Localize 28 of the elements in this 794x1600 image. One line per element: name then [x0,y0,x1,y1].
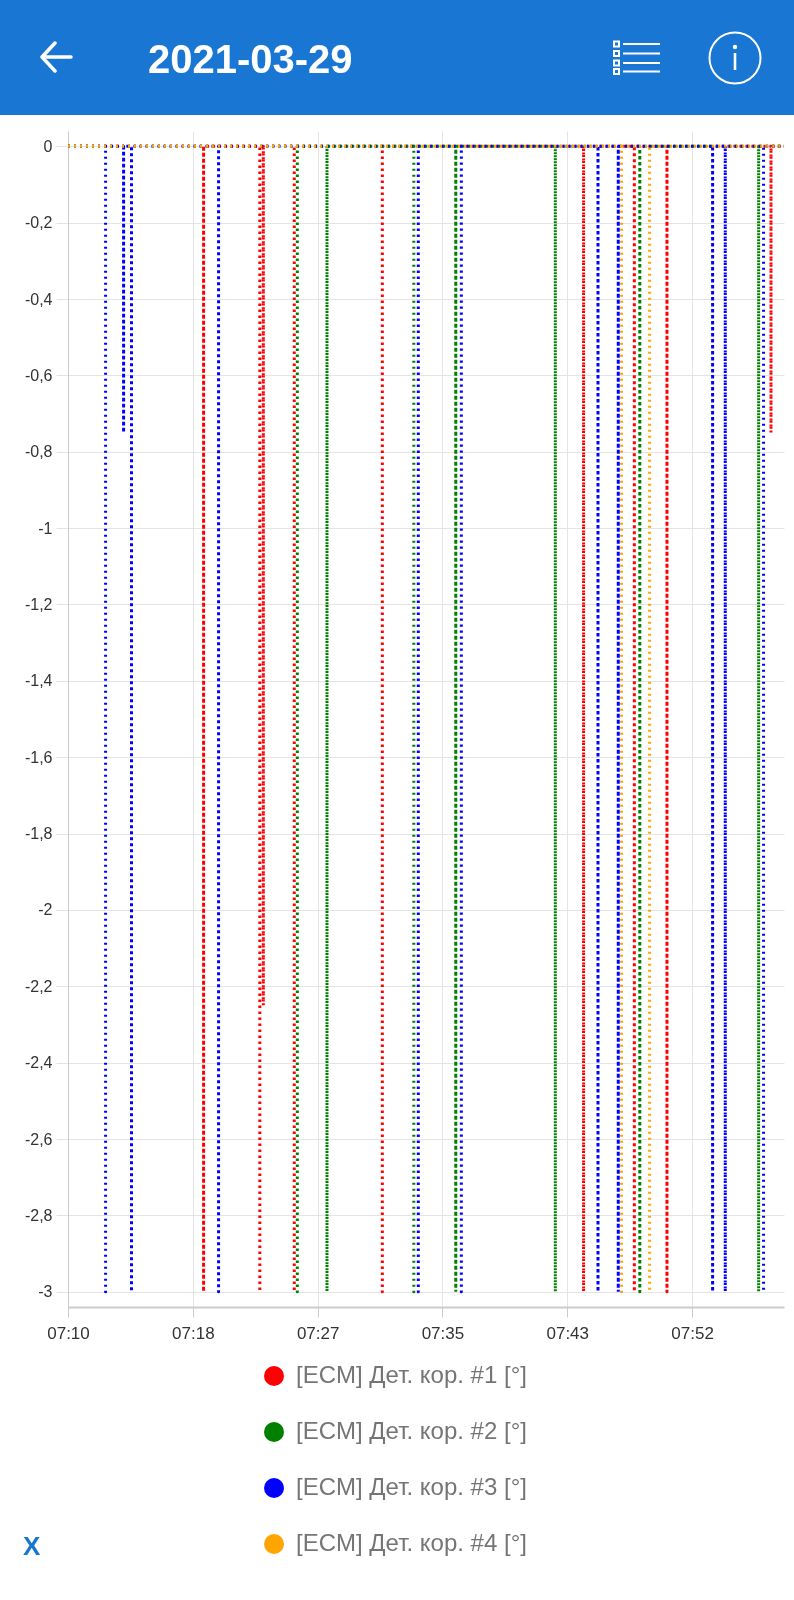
y-tick-label: -0,8 [24,443,53,461]
y-tick-label: -0,4 [24,290,53,308]
legend-label: [ECM] Дет. кор. #1 [°] [296,1361,527,1388]
y-tick-label: -0,2 [24,214,53,232]
x-tick-label: 07:35 [421,1323,465,1343]
y-tick-label: -0,6 [24,366,53,384]
y-tick-label: -1,4 [24,672,53,690]
x-tick-label: 07:10 [47,1323,90,1343]
y-tick-label: -2,2 [24,977,53,995]
y-tick-label: -1 [38,519,53,537]
chart-title: 2021-03-29 [148,36,353,82]
y-tick-label: -2,6 [24,1130,53,1148]
y-tick-label: -1,2 [24,595,53,613]
y-tick-label: -1,8 [24,825,53,843]
x-tick-label: 07:27 [296,1323,340,1343]
x-tick-label: 07:18 [172,1323,215,1343]
text: X [23,1531,41,1561]
legend-label: [ECM] Дет. кор. #3 [°] [296,1473,527,1500]
y-tick-label: -2 [38,901,53,919]
y-tick-label: -1,6 [24,748,53,766]
x-tick-label: 07:43 [546,1323,590,1343]
y-tick-label: -2,4 [24,1054,53,1072]
x-tick-label: 07:52 [671,1323,714,1343]
legend-label: [ECM] Дет. кор. #4 [°] [296,1529,527,1556]
y-tick-label: -3 [38,1283,53,1301]
y-tick-label: 0 [43,137,53,155]
legend-label: [ECM] Дет. кор. #2 [°] [296,1417,527,1444]
y-tick-label: -2,8 [24,1206,53,1224]
